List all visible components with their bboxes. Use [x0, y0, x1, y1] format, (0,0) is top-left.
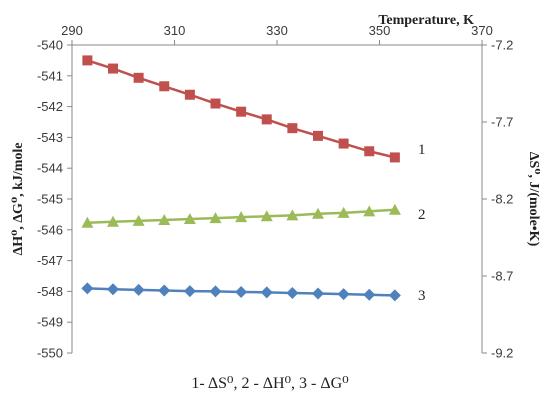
series-1-point	[287, 123, 298, 134]
series-1-label: 1	[418, 142, 426, 158]
series-1-point	[82, 55, 93, 66]
series-3-point	[286, 286, 299, 299]
series-3-point	[388, 289, 401, 302]
series-1-point	[159, 81, 170, 92]
x-axis-title: Temperature, K	[378, 13, 474, 28]
x-tick-label: 330	[266, 23, 288, 38]
y-right-tick-label: -9.2	[491, 346, 513, 361]
series-2-point	[363, 205, 376, 217]
series-2-point	[81, 216, 94, 228]
x-tick-label: 310	[164, 23, 186, 38]
y-left-axis-title: ΔH⁰, ΔG⁰, kJ/mole	[11, 142, 26, 255]
series-1-point	[133, 72, 144, 83]
series-3-point	[132, 283, 145, 296]
y-left-tick-label: -544	[37, 161, 63, 176]
series-3-point	[260, 286, 273, 299]
series-2-point	[312, 207, 324, 219]
series-2-point	[388, 203, 401, 215]
series-1-point	[261, 114, 272, 125]
series-3-point	[337, 288, 350, 301]
series-1-point	[389, 152, 400, 163]
series-1-point	[184, 89, 195, 100]
y-left-tick-label: -548	[37, 284, 63, 299]
series-2-point	[337, 206, 350, 218]
series-3-point	[107, 283, 119, 296]
series-2-label: 2	[418, 207, 426, 223]
x-tick-label: 370	[471, 23, 493, 38]
y-right-tick-label: -7.2	[491, 38, 513, 53]
y-left-tick-label: -549	[37, 315, 63, 330]
series-1-point	[210, 98, 221, 109]
series-1-point	[313, 130, 323, 141]
y-left-tick-label: -550	[37, 346, 63, 361]
chart-caption: 1- ΔS⁰, 2 - ΔH⁰, 3 - ΔG⁰	[191, 375, 349, 392]
series-3-label: 3	[418, 288, 426, 304]
series-3-point	[209, 285, 222, 298]
y-left-tick-label: -546	[37, 222, 63, 237]
series-2-point	[107, 215, 119, 227]
series-3-point	[183, 285, 196, 298]
y-left-tick-label: -540	[37, 38, 63, 53]
y-left-tick-label: -542	[37, 99, 63, 114]
series-2-point	[260, 210, 273, 222]
x-tick-label: 350	[369, 23, 391, 38]
y-right-tick-label: -7.7	[491, 115, 513, 130]
series-1-point	[364, 146, 375, 157]
series-2-point	[209, 212, 222, 224]
series-1-point	[108, 63, 118, 74]
y-right-tick-label: -8.7	[491, 269, 513, 284]
series-2-point	[183, 213, 196, 225]
series-2-point	[158, 213, 171, 225]
y-left-tick-label: -543	[37, 130, 63, 145]
series-3-point	[363, 288, 376, 301]
y-left-tick-label: -545	[37, 192, 63, 207]
series-3-point	[158, 284, 171, 297]
series-2-point	[286, 209, 299, 221]
series-3-point	[81, 282, 94, 295]
y-left-tick-label: -547	[37, 253, 63, 268]
y-left-tick-label: -541	[37, 68, 63, 83]
series-1-point	[236, 106, 247, 117]
series-2-point	[235, 211, 248, 223]
x-tick-label: 290	[61, 23, 83, 38]
series-3-point	[312, 287, 324, 300]
series-2-point	[132, 214, 145, 226]
y-right-tick-label: -8.2	[491, 192, 513, 207]
series-3-point	[235, 286, 248, 299]
series-1-point	[338, 138, 349, 149]
y-right-axis-title: ΔS⁰, J/(mole•K)	[526, 152, 540, 247]
